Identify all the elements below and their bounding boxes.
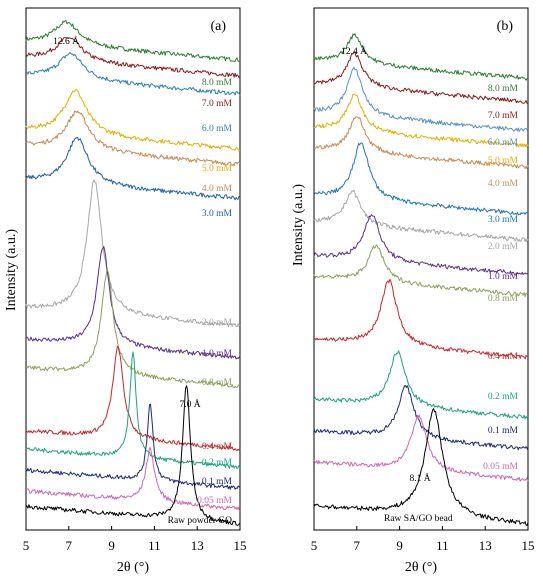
panel-a-series-label: 0.05 mM xyxy=(197,496,232,506)
panel-b-trace-10 xyxy=(313,350,529,420)
panel-b-trace-11 xyxy=(313,385,529,451)
panel-b-frame xyxy=(313,7,529,531)
panel-a-series-label: 0.1 mM xyxy=(202,477,233,487)
panel-a-series-label: 0.4 mM xyxy=(202,442,233,452)
panel-b-xtick-label: 5 xyxy=(311,538,318,553)
panel-b-series-label: 1.0 mM xyxy=(488,272,519,282)
panel-a-series-labels: 8.0 mM 7.0 mM 6.0 mM 5.0 mM 4.0 mM 3.0 m… xyxy=(168,78,233,526)
panel-a-trace-2 xyxy=(26,52,241,96)
panel-b-series-label: 3.0 mM xyxy=(488,215,519,225)
panel-a-trace-13 xyxy=(25,385,241,526)
panel-b-ylabel: Intensity (a.u.) xyxy=(291,184,306,266)
panel-b-series-label: 6.0 mM xyxy=(488,138,519,148)
panel-b-series-label: 8.0 mM xyxy=(488,84,519,94)
panel-a-series-label: 8.0 mM xyxy=(202,78,233,88)
panel-a-xtick-label: 9 xyxy=(108,538,115,553)
panel-b-trace-2 xyxy=(313,66,529,132)
panel-b-xtick-label: 9 xyxy=(396,538,403,553)
panel-b-series-label: Raw SA/GO bead xyxy=(384,514,453,524)
panel-b-xticks: 5 7 9 11 13 15 xyxy=(311,526,535,553)
panel-b-series-label: 0.05 mM xyxy=(483,462,518,472)
panel-a-trace-8 xyxy=(25,270,241,389)
panel-b-series-label: 2.0 mM xyxy=(488,242,519,252)
panel-b-trace-3 xyxy=(313,93,529,148)
panel-b-series-labels: 8.0 mM 7.0 mM 6.0 mM 5.0 mM 4.0 mM 3.0 m… xyxy=(384,84,519,524)
panel-b-trace-8 xyxy=(313,244,529,298)
panel-a-trace-4 xyxy=(25,110,241,167)
panel-b-trace-1 xyxy=(313,51,528,104)
panel-b-trace-5 xyxy=(313,142,529,216)
panel-a-xtick-label: 13 xyxy=(191,538,204,553)
panel-a-series-label: 4.0 mM xyxy=(202,184,233,194)
panel-b-series-label: 0.2 mM xyxy=(488,392,519,402)
panel-a-trace-0 xyxy=(25,19,241,63)
panel-a-trace-7 xyxy=(25,246,241,360)
panel-a-annotation-d-spacing-high: 12.6 Å xyxy=(53,35,79,47)
panel-a-trace-1 xyxy=(25,37,241,78)
panel-a-series-label: 0.8 mM xyxy=(202,378,233,388)
panel-b: (b) Intensity (a.u.) 2θ (°) 5 7 9 11 13 … xyxy=(291,7,535,575)
panel-a-trace-9 xyxy=(25,345,241,451)
panel-a-xtick-label: 15 xyxy=(234,538,247,553)
panel-b-series-label: 0.1 mM xyxy=(488,426,519,436)
panel-a-xtick-label: 5 xyxy=(23,538,30,553)
panel-a-traces xyxy=(25,19,241,526)
panel-b-annotation-d-spacing-low: 8.1 Å xyxy=(409,472,430,484)
panel-a-series-label: 1.0 mM xyxy=(202,349,233,359)
panel-a-trace-3 xyxy=(25,89,241,152)
panel-a: (a) Intensity (a.u.) 2θ (°) 5 7 9 11 13 … xyxy=(4,7,247,575)
panel-b-xtick-label: 7 xyxy=(354,538,361,553)
panel-a-xtick-label: 7 xyxy=(66,538,73,553)
panel-b-trace-13 xyxy=(313,408,529,526)
panel-a-trace-12 xyxy=(26,447,241,512)
panel-a-label: (a) xyxy=(210,19,226,34)
panel-b-traces xyxy=(313,33,529,526)
panel-b-trace-4 xyxy=(313,116,529,170)
panel-a-xlabel: 2θ (°) xyxy=(117,560,149,575)
panel-b-series-label: 0.4 mM xyxy=(488,352,519,362)
panel-a-xticks: 5 7 9 11 13 15 xyxy=(23,526,247,553)
panel-a-xtick-label: 11 xyxy=(148,538,161,553)
panel-b-annotation-d-spacing-high: 12.4 Å xyxy=(341,45,367,57)
panel-b-series-label: 5.0 mM xyxy=(488,156,519,166)
panel-b-xtick-label: 15 xyxy=(522,538,535,553)
panel-b-trace-6 xyxy=(313,189,529,243)
panel-a-trace-11 xyxy=(25,403,241,490)
panel-b-xtick-label: 13 xyxy=(479,538,492,553)
panel-a-series-label: 6.0 mM xyxy=(202,124,233,134)
panel-a-frame xyxy=(25,7,241,531)
panel-b-series-label: 4.0 mM xyxy=(488,179,519,189)
panel-a-series-label: 5.0 mM xyxy=(202,164,233,174)
panel-b-trace-12 xyxy=(313,414,529,482)
panel-a-series-label: 7.0 mM xyxy=(202,99,233,109)
panel-a-trace-5 xyxy=(25,136,241,201)
panel-b-trace-7 xyxy=(313,214,529,276)
panel-a-trace-10 xyxy=(25,351,241,469)
panel-a-ylabel: Intensity (a.u.) xyxy=(4,229,19,311)
panel-b-series-label: 0.8 mM xyxy=(488,294,519,304)
panel-a-series-label: 2.0 mM xyxy=(202,318,233,328)
panel-b-trace-9 xyxy=(313,278,528,360)
panel-b-series-label: 7.0 mM xyxy=(488,111,519,121)
panel-a-series-label: 0.2 mM xyxy=(202,458,233,468)
panel-b-label: (b) xyxy=(497,19,514,34)
panel-a-series-label: 3.0 mM xyxy=(202,209,233,219)
panel-a-series-label: Raw powder GO xyxy=(168,516,233,526)
panel-b-xtick-label: 11 xyxy=(436,538,449,553)
panel-a-trace-6 xyxy=(25,179,241,328)
panel-b-trace-0 xyxy=(313,33,529,81)
panel-a-annotation-d-spacing-low: 7.0 Å xyxy=(179,398,200,410)
panel-b-xlabel: 2θ (°) xyxy=(405,560,437,575)
